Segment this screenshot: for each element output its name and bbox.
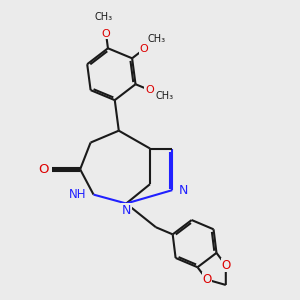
Text: N: N bbox=[179, 184, 188, 196]
Text: O: O bbox=[202, 273, 212, 286]
Text: N: N bbox=[122, 203, 131, 217]
Text: O: O bbox=[221, 259, 230, 272]
Text: O: O bbox=[38, 163, 49, 176]
Text: CH₃: CH₃ bbox=[148, 34, 166, 44]
Text: O: O bbox=[145, 85, 154, 95]
Text: O: O bbox=[140, 44, 148, 54]
Text: NH: NH bbox=[69, 188, 86, 201]
Text: O: O bbox=[102, 28, 110, 38]
Text: CH₃: CH₃ bbox=[155, 91, 173, 101]
Text: CH₃: CH₃ bbox=[95, 12, 113, 22]
